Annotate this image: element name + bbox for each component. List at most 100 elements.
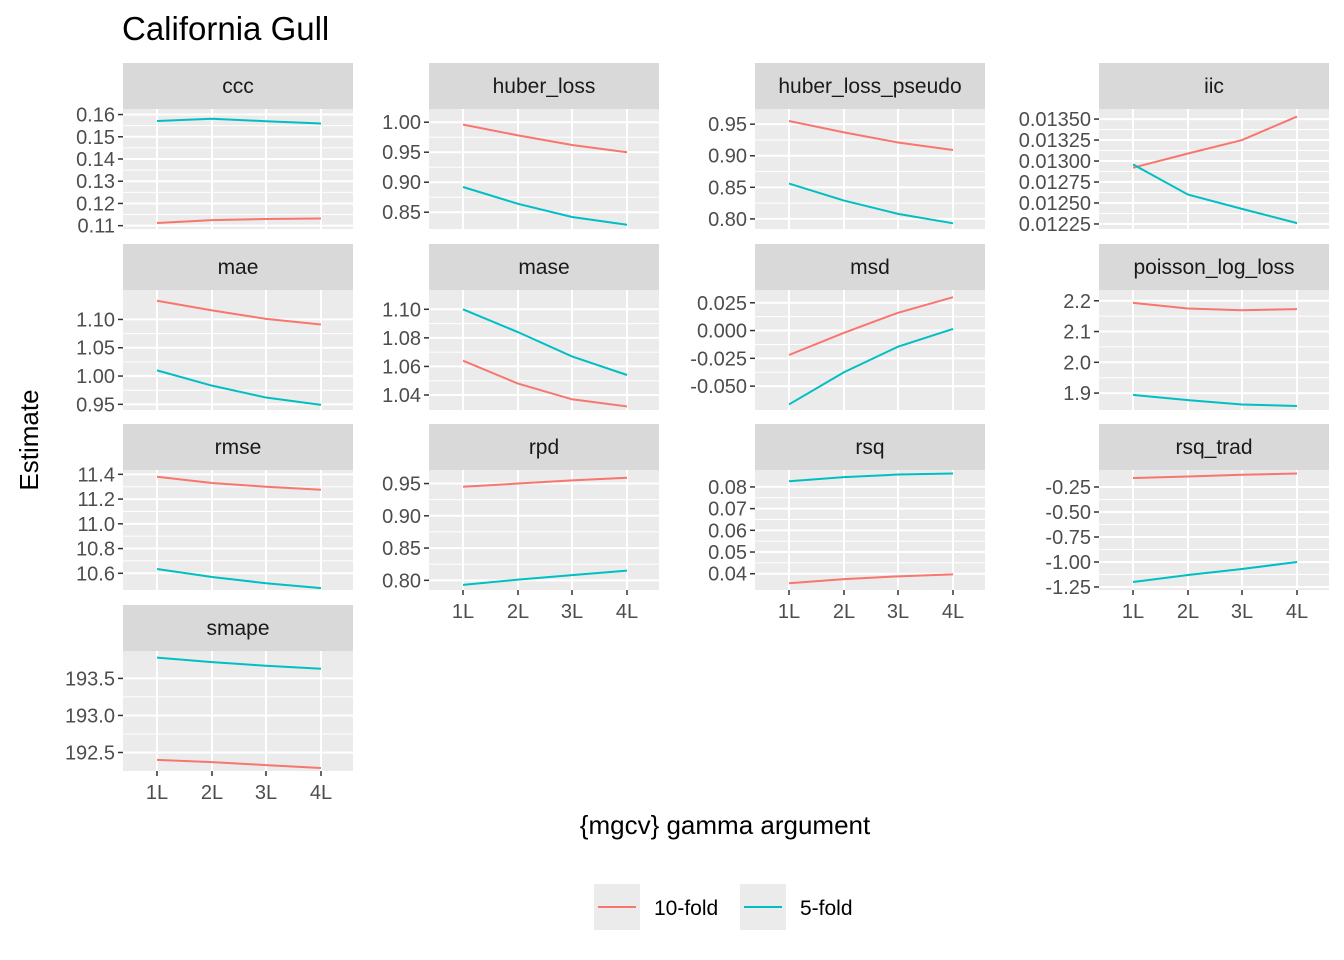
panel-mae: mae 0.95 1.00 1.05 1.10 (76, 244, 353, 416)
y-tick-label: 0.90 (382, 506, 421, 528)
x-tick-label: 1L (778, 601, 800, 623)
y-tick-label: 0.85 (382, 538, 421, 560)
strip-label: huber_loss (493, 75, 596, 98)
strip-label: rsq_trad (1175, 436, 1252, 459)
y-tick-label: -0.50 (1045, 502, 1091, 524)
panel-mase: mase 1.04 1.06 1.08 1.10 (382, 244, 659, 410)
y-tick-label: 1.05 (76, 338, 115, 360)
y-tick-label: 193.5 (65, 668, 115, 690)
y-tick-label: 1.04 (382, 385, 421, 407)
strip-background (123, 605, 353, 651)
y-tick-label: 0.01300 (1019, 151, 1091, 173)
strip-label: mae (218, 256, 259, 279)
series-line-10-fold (788, 296, 954, 356)
x-axis-title: {mgcv} gamma argument (580, 810, 871, 840)
y-tick-label: 0.08 (708, 477, 747, 499)
y-tick-label: 0.85 (708, 177, 747, 199)
legend-label: 10-fold (654, 897, 718, 920)
panel-rmse: rmse 10.610.8 11.0 11.2 11.4 (76, 424, 353, 590)
strip-background (755, 244, 985, 290)
strip-background (429, 244, 659, 290)
y-tick-label: 2.0 (1063, 352, 1091, 374)
y-tick-label: 193.0 (65, 705, 115, 727)
series-line-5-fold (156, 117, 322, 125)
strip-background (429, 424, 659, 470)
y-tick-label: 0.13 (76, 171, 115, 193)
series-line-10-fold (156, 758, 322, 770)
x-tick-label: 3L (1231, 601, 1253, 623)
panel-huber-loss-pseudo: huber_loss_pseudo 0.80 0.85 0.90 0.95 (708, 63, 985, 231)
y-tick-label: 0.16 (76, 105, 115, 127)
y-tick-label: -0.050 (690, 376, 747, 398)
legend-item-10-fold: 10-fold (594, 884, 718, 930)
panel-background (123, 651, 353, 771)
x-tick-label: 3L (561, 601, 583, 623)
series-line-10-fold (156, 475, 322, 491)
x-tick-label: 3L (255, 782, 277, 804)
facet-panels: ccc 0.110.120.130.140.150.16 huber_loss 0.8… (65, 63, 1329, 804)
y-tick-label: 0.95 (382, 474, 421, 496)
strip-label: rsq (855, 436, 884, 459)
x-tick-label: 3L (887, 601, 909, 623)
y-tick-label: 10.6 (76, 563, 115, 585)
y-tick-label: 0.05 (708, 542, 747, 564)
strip-background (123, 424, 353, 470)
series-line-5-fold (462, 308, 628, 376)
x-tick-label: 1L (452, 601, 474, 623)
y-tick-label: 0.90 (708, 146, 747, 168)
strip-label: poisson_log_loss (1133, 256, 1294, 279)
y-tick-label: 0.90 (382, 172, 421, 194)
y-tick-label: -1.25 (1045, 577, 1091, 599)
panel-rsq: rsq 0.040.050.060.070.08 1L 2L 3L 4L (708, 424, 985, 623)
y-tick-label: 0.80 (708, 209, 747, 231)
y-tick-label: 1.00 (382, 112, 421, 134)
series-line-10-fold (462, 123, 628, 154)
panel-background (429, 109, 659, 229)
y-tick-label: 0.95 (76, 394, 115, 416)
y-tick-label: 0.01275 (1019, 172, 1091, 194)
x-tick-label: 1L (146, 782, 168, 804)
series-line-10-fold (156, 299, 322, 326)
y-tick-label: -0.75 (1045, 527, 1091, 549)
panel-background (1099, 470, 1329, 590)
series-line-10-fold (462, 476, 628, 488)
y-tick-label: 1.10 (382, 299, 421, 321)
x-tick-label: 4L (942, 601, 964, 623)
series-line-10-fold (156, 217, 322, 224)
series-line-5-fold (788, 472, 954, 483)
y-tick-label: -0.25 (1045, 477, 1091, 499)
y-tick-label: 0.01350 (1019, 109, 1091, 131)
legend: 10-fold 5-fold (594, 884, 853, 930)
y-tick-label: 0.07 (708, 499, 747, 521)
y-tick-label: 1.08 (382, 328, 421, 350)
strip-label: rmse (215, 436, 262, 459)
x-tick-label: 2L (507, 601, 529, 623)
y-tick-label: 0.01225 (1019, 214, 1091, 236)
series-line-5-fold (1132, 393, 1298, 407)
series-line-10-fold (1132, 301, 1298, 312)
series-line-5-fold (156, 369, 322, 406)
series-line-10-fold (788, 120, 954, 152)
strip-background (1099, 244, 1329, 290)
chart-title: California Gull (122, 10, 329, 47)
strip-background (755, 424, 985, 470)
panel-background (1099, 109, 1329, 229)
legend-label: 5-fold (800, 897, 853, 920)
series-line-10-fold (462, 359, 628, 408)
series-line-5-fold (788, 182, 954, 225)
strip-label: smape (206, 617, 269, 640)
strip-background (755, 63, 985, 109)
panel-msd: msd -0.050 -0.025 0.000 0.025 (690, 244, 985, 410)
strip-background (1099, 424, 1329, 470)
series-line-5-fold (1132, 561, 1298, 583)
y-tick-label: -0.025 (690, 348, 747, 370)
strip-label: ccc (222, 75, 254, 98)
y-tick-label: 2.2 (1063, 291, 1091, 313)
series-line-5-fold (156, 567, 322, 590)
y-tick-label: 11.4 (78, 464, 115, 486)
panel-poisson-log-loss: poisson_log_loss 1.9 2.0 2.1 2.2 (1063, 244, 1329, 410)
y-tick-label: 11.2 (78, 489, 115, 511)
strip-background (429, 63, 659, 109)
y-tick-label: 1.9 (1063, 383, 1091, 405)
y-tick-label: 11.0 (78, 514, 115, 536)
